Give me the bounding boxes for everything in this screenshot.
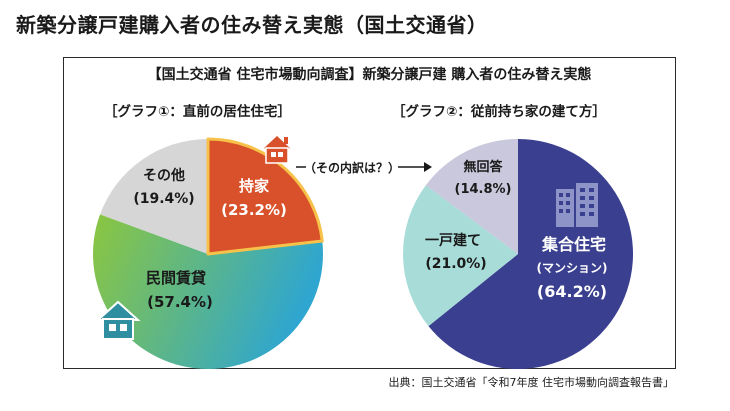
building-icon bbox=[556, 183, 598, 227]
detached-value: (21.0%) bbox=[425, 256, 486, 272]
pie2-slice-detached bbox=[403, 185, 518, 327]
chart1-subtitle: ［グラフ①：直前の居住住宅］ bbox=[104, 104, 291, 120]
condo-sublabel: (マンション) bbox=[537, 261, 608, 275]
chart2-subtitle: ［グラフ②：従前持ち家の建て方］ bbox=[392, 104, 606, 120]
other-label: その他 bbox=[143, 167, 185, 184]
pie-chart-building-type bbox=[403, 138, 634, 369]
connector-arrow bbox=[296, 162, 432, 172]
panel-title: 【国土交通省 住宅市場動向調査】新築分譲戸建 購入者の住み替え実態 bbox=[147, 67, 592, 83]
pie1-slice-private-rental bbox=[93, 214, 324, 370]
no-answer-value: (14.8%) bbox=[455, 182, 512, 197]
pie1-slice-other bbox=[100, 139, 208, 254]
pie2-slice-no-answer bbox=[425, 139, 518, 254]
house-icon bbox=[95, 300, 141, 340]
owned-label: 持家 bbox=[239, 177, 269, 195]
other-value: (19.4%) bbox=[133, 191, 194, 207]
rental-value: (57.4%) bbox=[147, 293, 213, 311]
owned-value: (23.2%) bbox=[221, 201, 287, 219]
pie-chart-previous-residence bbox=[93, 137, 324, 370]
house-icon bbox=[260, 133, 294, 164]
source-note: 出典：国土交通省「令和7年度 住宅市場動向調査報告書」 bbox=[388, 376, 675, 389]
detached-label: 一戸建て bbox=[425, 232, 481, 249]
pie1-slice-owned-home bbox=[206, 137, 324, 256]
rental-label: 民間賃貸 bbox=[146, 269, 206, 287]
page-title: 新築分譲戸建購入者の住み替え実態（国土交通省） bbox=[16, 13, 488, 37]
no-answer-label: 無回答 bbox=[463, 159, 503, 175]
chart-panel: 【国土交通省 住宅市場動向調査】新築分譲戸建 購入者の住み替え実態 bbox=[63, 57, 676, 369]
condo-value: (64.2%) bbox=[537, 282, 607, 301]
condo-label: 集合住宅 bbox=[541, 235, 606, 254]
connector-label: （その内訳は？） bbox=[304, 160, 400, 175]
